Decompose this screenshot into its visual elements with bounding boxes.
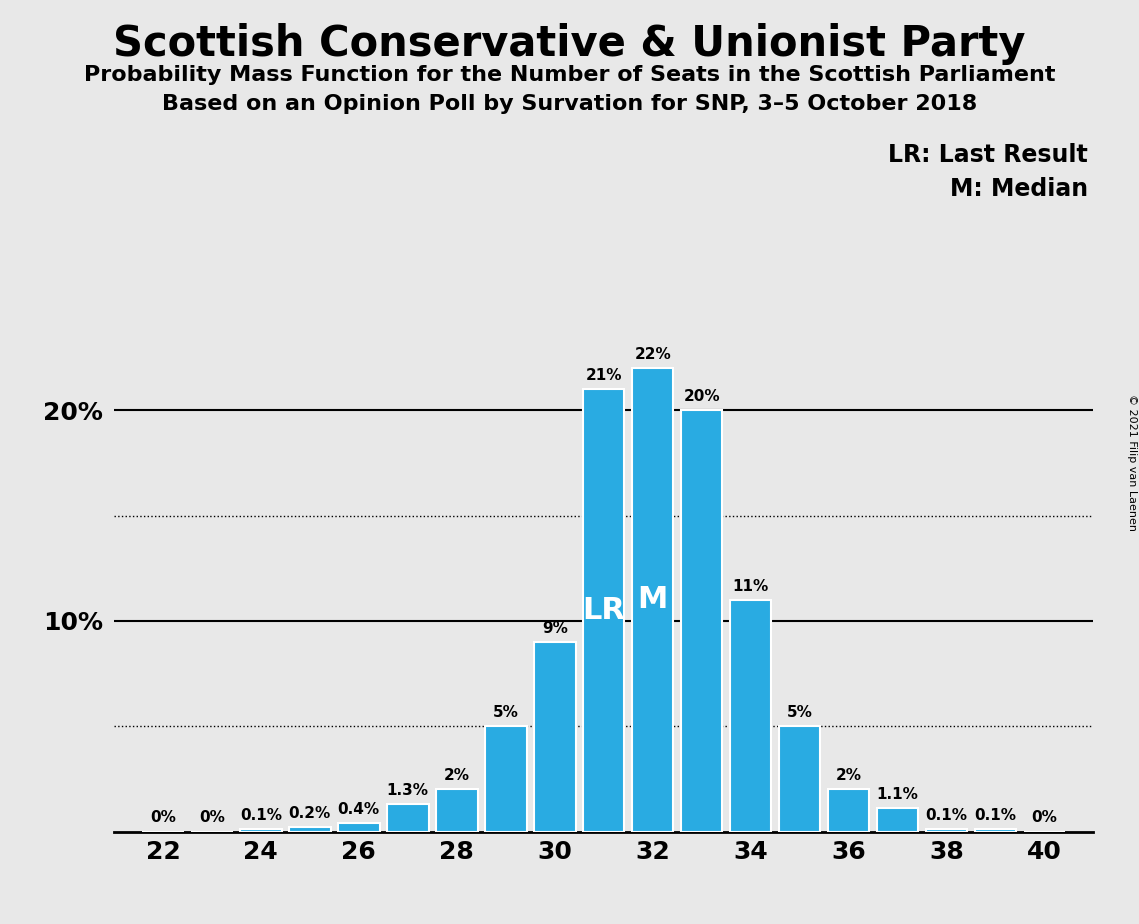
- Text: 20%: 20%: [683, 389, 720, 404]
- Text: Probability Mass Function for the Number of Seats in the Scottish Parliament: Probability Mass Function for the Number…: [84, 65, 1055, 85]
- Bar: [583, 389, 624, 832]
- Text: 0%: 0%: [150, 810, 175, 825]
- Text: 0.1%: 0.1%: [240, 808, 281, 823]
- Text: 11%: 11%: [732, 578, 769, 593]
- Bar: [534, 642, 575, 832]
- Bar: [485, 726, 526, 832]
- Text: 0%: 0%: [1032, 810, 1057, 825]
- Text: 0.2%: 0.2%: [288, 806, 331, 821]
- Text: Scottish Conservative & Unionist Party: Scottish Conservative & Unionist Party: [113, 23, 1026, 65]
- Text: 9%: 9%: [542, 621, 567, 636]
- Bar: [926, 830, 967, 832]
- Text: 21%: 21%: [585, 368, 622, 383]
- Text: M: Median: M: Median: [950, 177, 1088, 201]
- Bar: [730, 600, 771, 832]
- Text: LR: LR: [582, 596, 625, 625]
- Text: LR: Last Result: LR: Last Result: [888, 143, 1088, 167]
- Bar: [877, 808, 918, 832]
- Text: 0%: 0%: [199, 810, 224, 825]
- Bar: [289, 827, 330, 832]
- Text: 2%: 2%: [836, 768, 861, 784]
- Text: 2%: 2%: [444, 768, 469, 784]
- Text: 5%: 5%: [787, 705, 812, 720]
- Text: 0.1%: 0.1%: [926, 808, 967, 823]
- Text: 0.4%: 0.4%: [338, 802, 379, 817]
- Text: 1.3%: 1.3%: [387, 783, 428, 798]
- Text: 1.1%: 1.1%: [877, 787, 918, 802]
- Text: 0.1%: 0.1%: [975, 808, 1016, 823]
- Bar: [681, 410, 722, 832]
- Text: © 2021 Filip van Laenen: © 2021 Filip van Laenen: [1126, 394, 1137, 530]
- Text: 22%: 22%: [634, 346, 671, 362]
- Bar: [387, 804, 428, 832]
- Bar: [436, 789, 477, 832]
- Text: 5%: 5%: [493, 705, 518, 720]
- Bar: [779, 726, 820, 832]
- Text: M: M: [638, 586, 667, 614]
- Bar: [828, 789, 869, 832]
- Bar: [240, 830, 281, 832]
- Bar: [632, 368, 673, 832]
- Text: Based on an Opinion Poll by Survation for SNP, 3–5 October 2018: Based on an Opinion Poll by Survation fo…: [162, 94, 977, 115]
- Bar: [975, 830, 1016, 832]
- Bar: [338, 823, 379, 832]
